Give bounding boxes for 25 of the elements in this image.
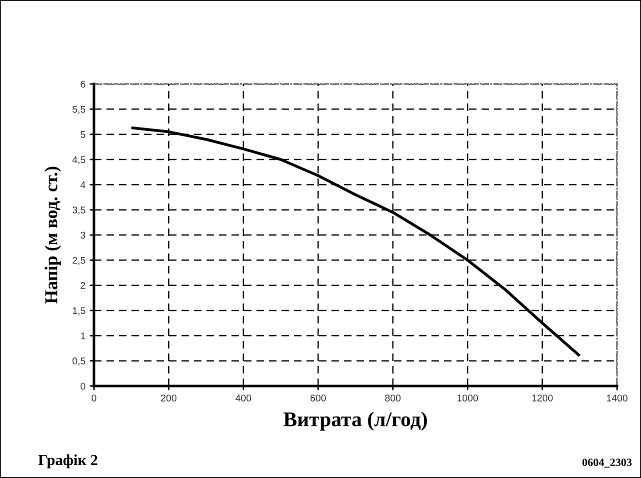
x-tick-label: 200 [161, 394, 176, 402]
y-tick-label: 6 [80, 80, 86, 88]
y-tick-label: 4,5 [72, 156, 86, 164]
x-tick-label: 0 [92, 394, 96, 402]
x-tick-label: 600 [310, 394, 326, 402]
y-tick-label: 1 [80, 332, 86, 340]
y-tick-label: 2,5 [72, 256, 86, 265]
y-tick-label: 4 [80, 181, 86, 188]
x-axis-title: Витрата (л/год) [284, 412, 427, 431]
y-tick-label: 5,5 [72, 106, 86, 114]
x-tick-label: 1000 [458, 394, 478, 402]
y-tick-label: 0,5 [72, 358, 86, 366]
y-tick-label: 1,5 [72, 307, 86, 316]
y-tick-label: 2 [80, 282, 86, 289]
text: Графік 2 [38, 454, 98, 468]
y-tick-label: 0 [80, 382, 86, 390]
x-tick-label: 1200 [532, 394, 553, 402]
x-tick-label: 1400 [606, 394, 628, 402]
y-tick-label: 3 [80, 232, 86, 239]
y-tick-label: 3,5 [72, 206, 86, 215]
y-tick-label: 5 [80, 131, 86, 138]
x-tick-label: 400 [236, 394, 252, 402]
y-axis-title: Напір (м вод. ст.) [44, 166, 62, 304]
x-tick-label: 800 [385, 394, 401, 402]
text: 0604_2303 [582, 458, 632, 468]
